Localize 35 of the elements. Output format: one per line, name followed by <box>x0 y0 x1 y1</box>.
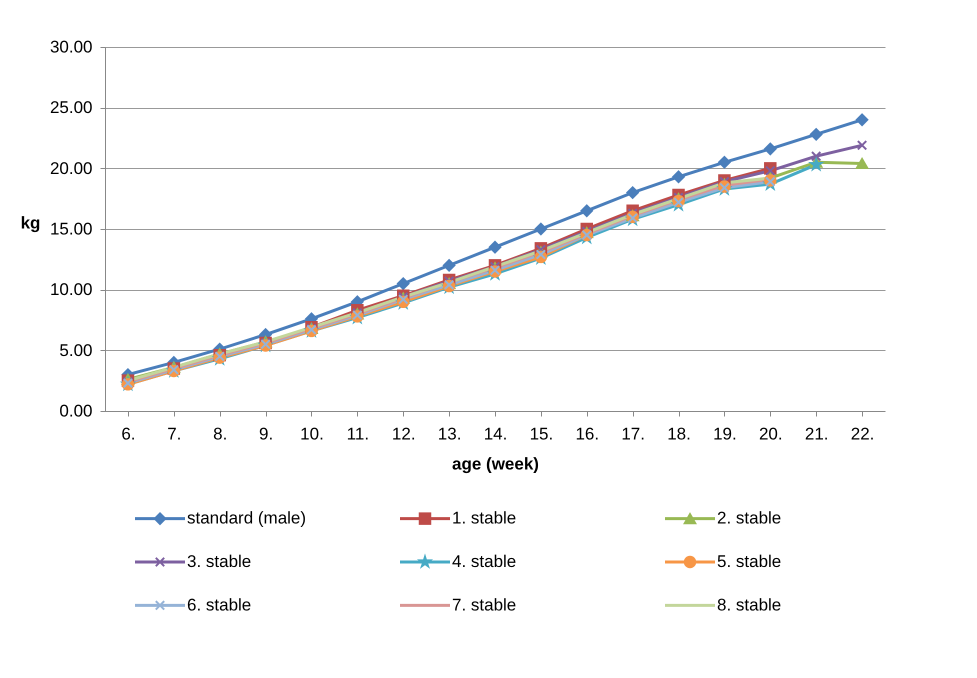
y-tick-label: 30.00 <box>50 38 92 56</box>
legend-label: standard (male) <box>187 508 306 528</box>
x-tick-label: 19. <box>713 424 737 444</box>
x-tick-label: 22. <box>850 424 874 444</box>
x-tick-label: 21. <box>804 424 828 444</box>
x-tick-label: 18. <box>667 424 691 444</box>
legend-label: 3. stable <box>187 552 252 571</box>
x-tick-label: 11. <box>346 424 370 444</box>
x-axis-title: age (week) <box>452 454 539 474</box>
x-tick-label: 14. <box>484 424 508 444</box>
x-tick-label: 9. <box>258 424 274 444</box>
x-tick-label: 10. <box>300 424 324 444</box>
x-tick-label: 15. <box>530 424 554 444</box>
x-tick-label: 20. <box>758 424 783 444</box>
x-tick-label: 16. <box>575 424 600 444</box>
legend-label: 4. stable <box>452 552 516 571</box>
legend-label: 8. stable <box>717 595 782 614</box>
legend-label: 6. stable <box>187 595 252 614</box>
x-tick-label: 17. <box>621 424 645 444</box>
x-tick-label: 13. <box>438 424 462 444</box>
x-tick-label: 7. <box>167 424 182 444</box>
y-tick-label: 10.00 <box>50 280 92 300</box>
legend-label: 5. stable <box>717 552 782 571</box>
x-tick-label: 6. <box>121 424 136 444</box>
legend-label: 7. stable <box>452 595 516 614</box>
legend-label: 1. stable <box>452 508 516 528</box>
y-tick-label: 15.00 <box>50 220 92 238</box>
y-tick-label: 25.00 <box>50 98 92 118</box>
legend-label: 2. stable <box>717 508 782 528</box>
x-tick-label: 12. <box>392 424 416 444</box>
y-axis-title: kg <box>20 214 40 232</box>
y-tick-label: 0.00 <box>59 402 92 420</box>
y-tick-label: 20.00 <box>50 158 92 178</box>
x-tick-label: 8. <box>213 424 228 444</box>
y-tick-label: 5.00 <box>59 340 92 360</box>
